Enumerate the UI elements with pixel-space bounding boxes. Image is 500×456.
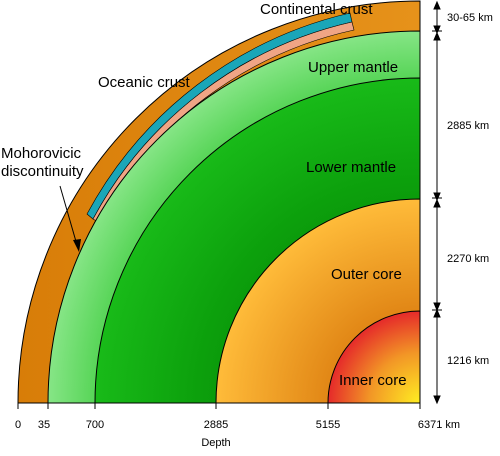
moho-pointer-arrowhead	[73, 239, 81, 252]
depth-tick-700: 700	[86, 419, 104, 431]
inner-core-label: Inner core	[339, 372, 407, 389]
mantle-thickness-label: 2885 km	[447, 120, 489, 132]
crust-thickness-label: 30-65 km	[447, 12, 493, 24]
moho-label-line2: discontinuity	[1, 163, 84, 180]
depth-tick-2885: 2885	[204, 419, 228, 431]
depth-tick-0: 0	[15, 419, 21, 431]
depth-tick-5155: 5155	[316, 419, 340, 431]
depth-axis-ticks	[17, 403, 421, 409]
thickness-scale	[432, 0, 442, 405]
oceanic-crust-label: Oceanic crust	[98, 74, 191, 91]
lower-mantle-label: Lower mantle	[306, 159, 396, 176]
inner-core-thickness-label: 1216 km	[447, 355, 489, 367]
outer-core-thickness-label: 2270 km	[447, 253, 489, 265]
depth-tick-6371: 6371 km	[418, 419, 460, 431]
outer-core-label: Outer core	[331, 266, 402, 283]
depth-axis-title: Depth	[201, 437, 230, 449]
moho-label-line1: Mohorovicic	[1, 145, 82, 162]
upper-mantle-label: Upper mantle	[308, 59, 398, 76]
inner-core-layer	[327, 310, 421, 404]
moho-pointer-line	[59, 185, 78, 246]
depth-tick-35: 35	[38, 419, 50, 431]
continental-crust-label: Continental crust	[260, 1, 373, 18]
